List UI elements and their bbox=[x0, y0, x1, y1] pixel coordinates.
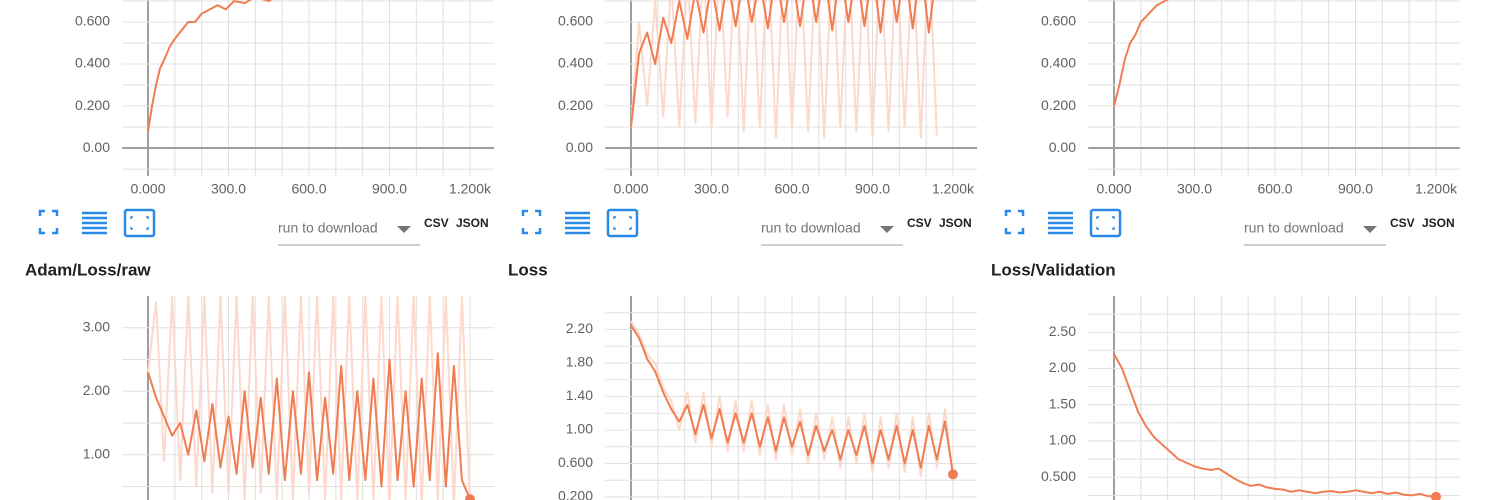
end-marker bbox=[465, 494, 475, 500]
y-tick-label: 2.00 bbox=[83, 382, 110, 398]
x-tick-label: 0.000 bbox=[1096, 181, 1131, 197]
plot-lines bbox=[630, 0, 938, 139]
toolbar: run to download CSV JSON bbox=[38, 208, 489, 246]
chart-panel: Loss 0.200 0.600 1.00 1.40 1.80 2.20 bbox=[508, 260, 978, 500]
y-tick-label: 1.40 bbox=[566, 387, 593, 403]
series-line bbox=[147, 0, 273, 132]
json-link[interactable]: JSON bbox=[939, 216, 972, 230]
y-tick-label: 0.500 bbox=[1041, 468, 1076, 484]
toggle-log-button[interactable] bbox=[1048, 211, 1073, 235]
series-line bbox=[630, 320, 954, 478]
series-line bbox=[1113, 353, 1437, 498]
fit-domain-button[interactable] bbox=[1089, 208, 1122, 238]
x-tick-label: 0.000 bbox=[613, 181, 648, 197]
y-tick-label: 0.00 bbox=[83, 139, 110, 155]
chart-panel: 0.00 0.200 0.400 0.600 0.000 300.0 600.0 900.0 1… bbox=[558, 0, 978, 197]
end-marker bbox=[1431, 491, 1441, 500]
dropdown-arrow bbox=[397, 226, 411, 233]
y-tick-label: 0.200 bbox=[558, 97, 593, 113]
x-tick-label: 1.200k bbox=[449, 181, 492, 197]
y-tick-label: 0.200 bbox=[1041, 97, 1076, 113]
download-select[interactable]: run to download bbox=[761, 220, 861, 236]
y-tick-label: 1.00 bbox=[566, 421, 593, 437]
x-tick-label: 1.200k bbox=[1415, 181, 1458, 197]
fit-domain-button[interactable] bbox=[123, 208, 156, 238]
end-marker bbox=[948, 469, 958, 480]
chart-title: Loss bbox=[508, 260, 548, 279]
x-tick-label: 600.0 bbox=[774, 181, 809, 197]
series-line bbox=[630, 324, 954, 475]
toggle-log-button[interactable] bbox=[82, 211, 107, 235]
fullscreen-button[interactable] bbox=[1004, 209, 1025, 235]
series-line bbox=[147, 352, 471, 500]
x-tick-label: 600.0 bbox=[291, 181, 326, 197]
series-line bbox=[630, 0, 938, 139]
chart-panel: 0.00 0.200 0.400 0.600 0.000 300.0 600.0 900.0 1… bbox=[75, 0, 495, 197]
dropdown-arrow bbox=[1363, 226, 1377, 233]
json-link[interactable]: JSON bbox=[1422, 216, 1455, 230]
y-tick-label: 0.600 bbox=[75, 13, 110, 29]
y-tick-label: 0.00 bbox=[566, 139, 593, 155]
toolbar: run to download CSV JSON bbox=[1004, 208, 1455, 246]
series-line bbox=[147, 296, 471, 500]
y-tick-label: 0.400 bbox=[75, 55, 110, 71]
dropdown-arrow bbox=[880, 226, 894, 233]
y-tick-label: 0.600 bbox=[558, 13, 593, 29]
x-tick-label: 1.200k bbox=[932, 181, 975, 197]
y-tick-label: 0.600 bbox=[1041, 13, 1076, 29]
y-tick-label: 1.00 bbox=[1049, 432, 1076, 448]
csv-link[interactable]: CSV bbox=[1390, 216, 1415, 230]
chart-panel: Adam/Loss/raw 1.00 2.00 3.00 bbox=[25, 260, 495, 500]
plot-lines bbox=[630, 320, 954, 478]
fullscreen-button[interactable] bbox=[38, 209, 59, 235]
csv-link[interactable]: CSV bbox=[424, 216, 449, 230]
y-tick-label: 2.00 bbox=[1049, 359, 1076, 375]
fullscreen-button[interactable] bbox=[521, 209, 542, 235]
y-tick-label: 0.400 bbox=[1041, 55, 1076, 71]
y-tick-label: 0.00 bbox=[1049, 139, 1076, 155]
series-line bbox=[630, 0, 934, 128]
y-tick-label: 1.00 bbox=[83, 445, 110, 461]
x-tick-label: 900.0 bbox=[1338, 181, 1373, 197]
chart-panel: Loss/Validation 0.500 1.00 1.50 2.00 2.50 bbox=[991, 260, 1461, 500]
chart-title: Adam/Loss/raw bbox=[25, 260, 151, 279]
plot-lines bbox=[1113, 353, 1437, 498]
fit-domain-icon bbox=[613, 216, 632, 230]
plot-lines bbox=[147, 0, 273, 132]
chart-panel: 0.00 0.200 0.400 0.600 0.000 300.0 600.0 900.0 1… bbox=[1041, 0, 1461, 197]
fit-domain-icon bbox=[1096, 216, 1115, 230]
json-link[interactable]: JSON bbox=[456, 216, 489, 230]
y-tick-label: 1.80 bbox=[566, 354, 593, 370]
plot-lines bbox=[1113, 0, 1170, 107]
x-tick-label: 600.0 bbox=[1257, 181, 1292, 197]
y-tick-label: 2.20 bbox=[566, 320, 593, 336]
download-select[interactable]: run to download bbox=[278, 220, 378, 236]
x-tick-label: 900.0 bbox=[855, 181, 890, 197]
y-tick-label: 0.200 bbox=[75, 97, 110, 113]
x-tick-label: 900.0 bbox=[372, 181, 407, 197]
y-tick-label: 3.00 bbox=[83, 318, 110, 334]
series-line bbox=[1113, 0, 1170, 107]
csv-link[interactable]: CSV bbox=[907, 216, 932, 230]
x-tick-label: 300.0 bbox=[1177, 181, 1212, 197]
chart-title: Loss/Validation bbox=[991, 260, 1116, 279]
y-tick-label: 0.200 bbox=[558, 488, 593, 500]
y-tick-label: 1.50 bbox=[1049, 395, 1076, 411]
y-tick-label: 2.50 bbox=[1049, 323, 1076, 339]
download-select[interactable]: run to download bbox=[1244, 220, 1344, 236]
y-tick-label: 0.600 bbox=[558, 454, 593, 470]
fit-domain-button[interactable] bbox=[606, 208, 639, 238]
x-tick-label: 300.0 bbox=[211, 181, 246, 197]
y-tick-label: 0.400 bbox=[558, 55, 593, 71]
toolbar: run to download CSV JSON bbox=[521, 208, 972, 246]
x-tick-label: 0.000 bbox=[130, 181, 165, 197]
fit-domain-icon bbox=[130, 216, 149, 230]
x-tick-label: 300.0 bbox=[694, 181, 729, 197]
plot-lines bbox=[147, 296, 471, 500]
toggle-log-button[interactable] bbox=[565, 211, 590, 235]
